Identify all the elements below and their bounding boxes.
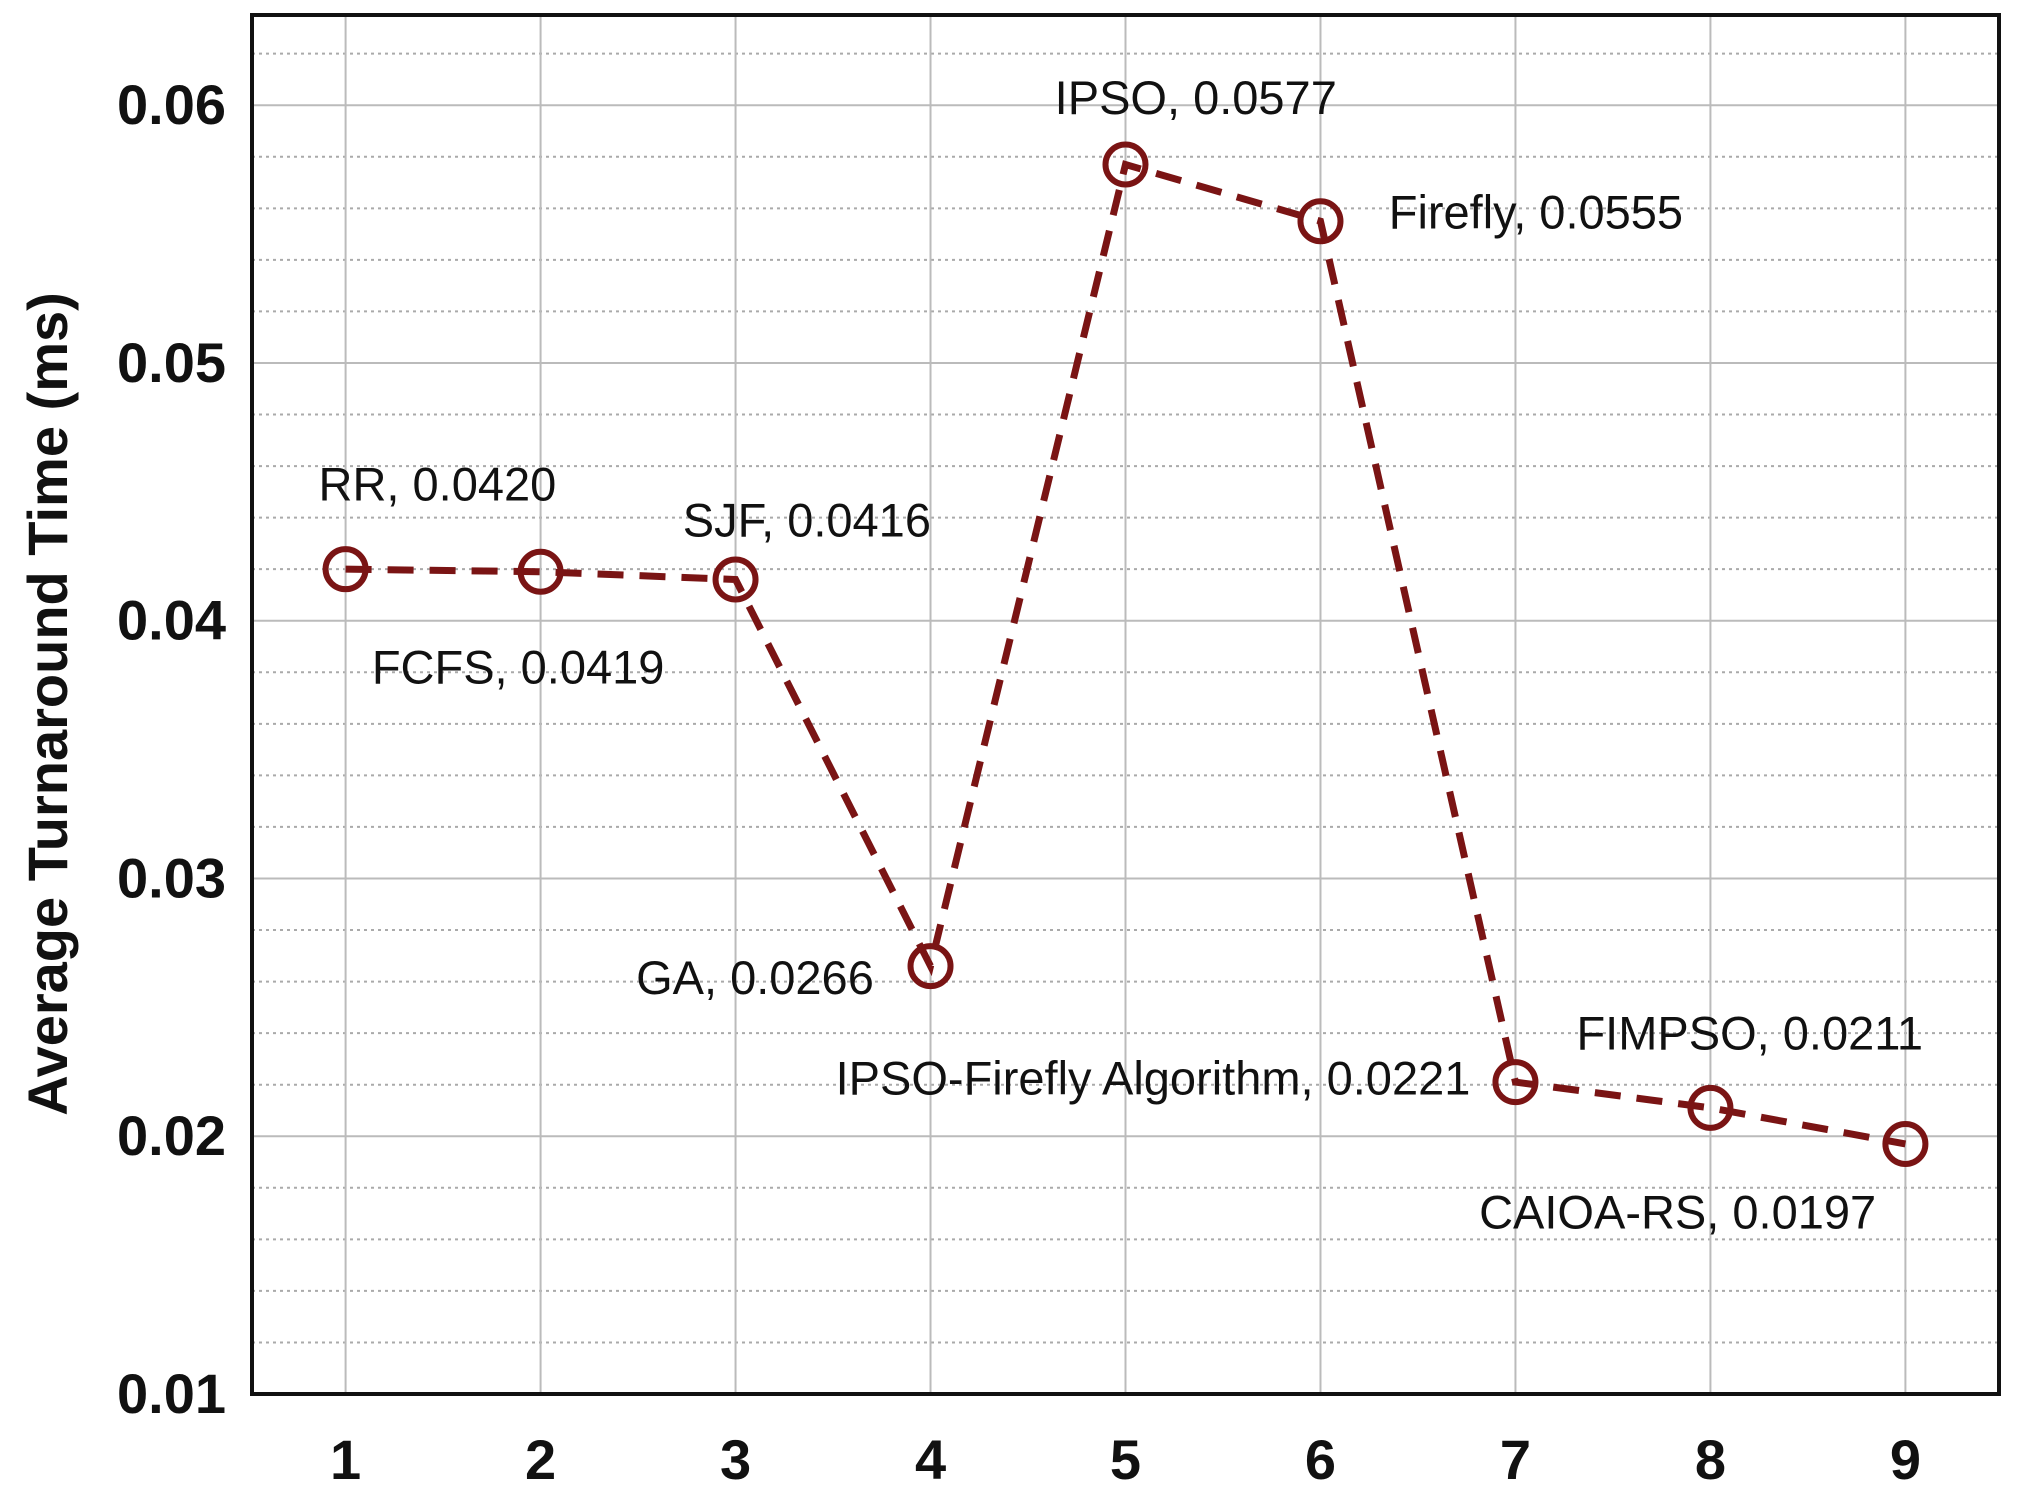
- data-label: CAIOA-RS, 0.0197: [1479, 1186, 1876, 1239]
- y-tick-label: 0.03: [117, 846, 226, 909]
- data-label: RR, 0.0420: [319, 457, 557, 510]
- data-point: [1882, 1120, 1929, 1167]
- x-tick-label: 1: [330, 1428, 361, 1491]
- y-tick-label: 0.06: [117, 73, 226, 136]
- data-label: FCFS, 0.0419: [372, 640, 665, 693]
- data-point: [1102, 141, 1149, 188]
- y-tick-label: 0.02: [117, 1104, 226, 1167]
- x-tick-label: 2: [525, 1428, 556, 1491]
- y-tick-label: 0.04: [117, 589, 226, 652]
- x-tick-label: 4: [915, 1428, 946, 1491]
- data-label: GA, 0.0266: [636, 951, 874, 1004]
- data-point: [1297, 198, 1344, 245]
- data-point: [517, 548, 564, 595]
- y-tick-label: 0.05: [117, 331, 226, 394]
- y-tick-label: 0.01: [117, 1362, 226, 1425]
- x-tick-label: 3: [720, 1428, 751, 1491]
- data-label: IPSO-Firefly Algorithm, 0.0221: [836, 1052, 1471, 1105]
- x-tick-label: 9: [1890, 1428, 1921, 1491]
- plot-frame: [250, 13, 2001, 1396]
- x-tick-label: 8: [1695, 1428, 1726, 1491]
- data-point: [907, 943, 954, 990]
- x-tick-label: 7: [1500, 1428, 1531, 1491]
- data-point: [1492, 1059, 1539, 1106]
- data-point: [322, 546, 369, 593]
- data-point: [712, 556, 759, 603]
- x-tick-label: 6: [1305, 1428, 1336, 1491]
- y-axis-label: Average Turnaround Time (ms): [16, 292, 79, 1116]
- data-line: [345, 160, 1907, 1148]
- data-label: SJF, 0.0416: [683, 494, 931, 547]
- data-label: IPSO, 0.0577: [1055, 71, 1337, 124]
- data-label: FIMPSO, 0.0211: [1576, 1006, 1923, 1059]
- x-tick-label: 5: [1110, 1428, 1141, 1491]
- data-point: [1687, 1084, 1734, 1131]
- data-label: Firefly, 0.0555: [1389, 185, 1683, 238]
